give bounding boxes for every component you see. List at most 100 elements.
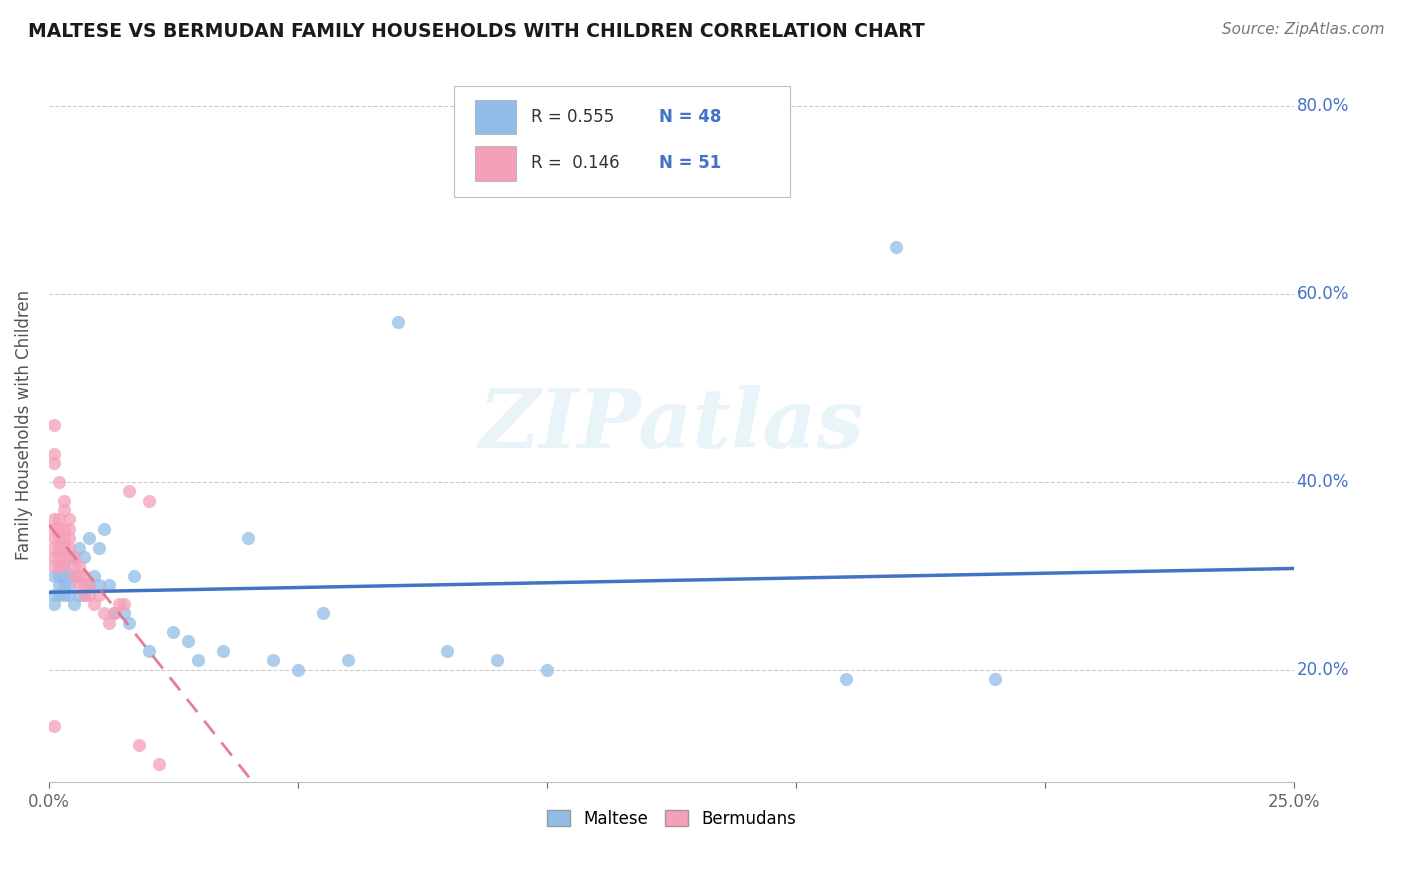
Point: [103, 607, 125, 621]
Point: [97, 615, 120, 630]
Point: [118, 615, 141, 630]
Point: [77, 587, 100, 601]
Point: [52, 549, 75, 564]
Point: [48, 568, 70, 582]
Point: [87, 578, 110, 592]
Point: [387, 315, 409, 329]
Point: [63, 559, 86, 574]
Point: [177, 634, 200, 648]
Text: R =  0.146: R = 0.146: [531, 154, 620, 172]
Point: [42, 587, 65, 601]
Point: [87, 587, 110, 601]
Point: [73, 568, 96, 582]
Point: [52, 587, 75, 601]
Point: [42, 531, 65, 545]
Text: N = 51: N = 51: [659, 154, 721, 172]
Point: [52, 541, 75, 555]
Point: [984, 672, 1007, 686]
Point: [42, 541, 65, 555]
Point: [103, 607, 125, 621]
FancyBboxPatch shape: [475, 146, 516, 180]
Point: [48, 559, 70, 574]
Text: 60.0%: 60.0%: [1296, 285, 1348, 303]
Point: [107, 597, 129, 611]
Point: [58, 578, 80, 592]
Point: [312, 607, 335, 621]
Point: [87, 541, 110, 555]
Point: [138, 493, 160, 508]
Point: [42, 418, 65, 433]
Point: [73, 587, 96, 601]
Point: [42, 568, 65, 582]
Text: 80.0%: 80.0%: [1296, 97, 1348, 115]
Point: [52, 559, 75, 574]
Point: [93, 607, 115, 621]
Point: [52, 522, 75, 536]
Legend: Maltese, Bermudans: Maltese, Bermudans: [540, 804, 803, 835]
Point: [63, 549, 86, 564]
Point: [52, 568, 75, 582]
Point: [48, 541, 70, 555]
Text: N = 48: N = 48: [659, 108, 721, 126]
FancyBboxPatch shape: [475, 100, 516, 134]
Point: [67, 578, 90, 592]
Point: [118, 484, 141, 499]
Point: [58, 541, 80, 555]
Text: 20.0%: 20.0%: [1296, 661, 1350, 679]
Point: [112, 607, 135, 621]
Point: [63, 568, 86, 582]
Point: [77, 578, 100, 592]
Point: [58, 587, 80, 601]
Point: [48, 578, 70, 592]
Point: [138, 644, 160, 658]
Point: [48, 587, 70, 601]
Point: [48, 522, 70, 536]
Point: [42, 522, 65, 536]
Point: [77, 531, 100, 545]
Text: R = 0.555: R = 0.555: [531, 108, 614, 126]
Point: [83, 568, 105, 582]
Point: [52, 493, 75, 508]
Point: [77, 578, 100, 592]
Point: [63, 568, 86, 582]
Point: [58, 531, 80, 545]
Point: [52, 559, 75, 574]
Text: ZIPatlas: ZIPatlas: [479, 385, 865, 466]
Point: [112, 597, 135, 611]
Text: MALTESE VS BERMUDAN FAMILY HOUSEHOLDS WITH CHILDREN CORRELATION CHART: MALTESE VS BERMUDAN FAMILY HOUSEHOLDS WI…: [28, 22, 925, 41]
Point: [148, 756, 170, 771]
Point: [93, 522, 115, 536]
Point: [73, 578, 96, 592]
FancyBboxPatch shape: [454, 87, 790, 197]
Point: [48, 531, 70, 545]
Point: [48, 475, 70, 489]
Point: [262, 653, 284, 667]
Point: [67, 541, 90, 555]
Point: [63, 549, 86, 564]
Point: [42, 447, 65, 461]
Point: [48, 549, 70, 564]
Point: [287, 663, 309, 677]
Point: [58, 568, 80, 582]
Point: [58, 512, 80, 526]
Point: [212, 644, 235, 658]
Point: [436, 644, 458, 658]
Point: [884, 240, 907, 254]
Point: [835, 672, 858, 686]
Y-axis label: Family Households with Children: Family Households with Children: [15, 291, 32, 560]
Point: [42, 597, 65, 611]
Point: [48, 512, 70, 526]
Point: [67, 587, 90, 601]
Point: [58, 522, 80, 536]
Point: [67, 568, 90, 582]
Point: [97, 578, 120, 592]
Point: [83, 597, 105, 611]
Point: [42, 559, 65, 574]
Point: [238, 531, 260, 545]
Point: [187, 653, 209, 667]
Point: [58, 549, 80, 564]
Point: [42, 549, 65, 564]
Point: [128, 738, 150, 752]
Point: [52, 503, 75, 517]
Point: [52, 578, 75, 592]
